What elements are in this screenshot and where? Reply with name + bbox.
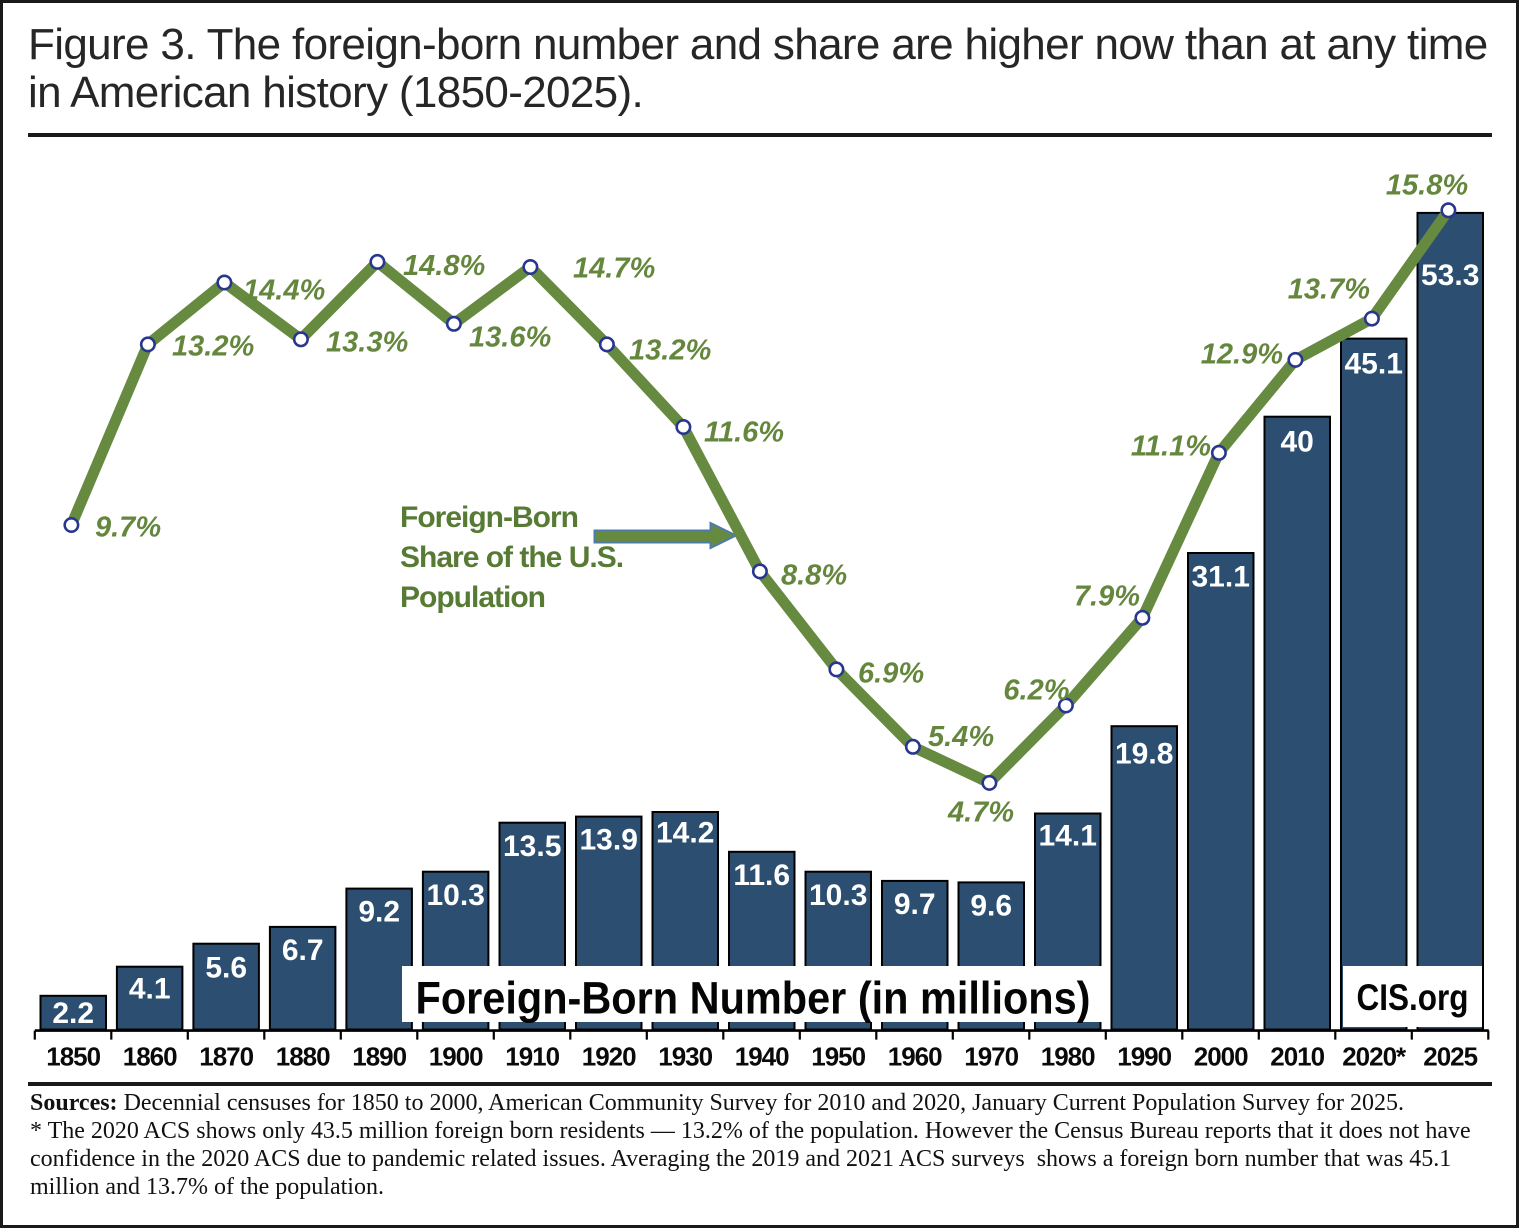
svg-text:2025: 2025 bbox=[1423, 1042, 1477, 1072]
svg-text:53.3: 53.3 bbox=[1421, 259, 1479, 292]
svg-text:1890: 1890 bbox=[352, 1042, 406, 1072]
svg-text:1860: 1860 bbox=[123, 1042, 177, 1072]
svg-text:5.6: 5.6 bbox=[205, 952, 247, 985]
svg-text:Foreign-Born Number (in millio: Foreign-Born Number (in millions) bbox=[416, 973, 1091, 1024]
svg-text:13.2%: 13.2% bbox=[172, 331, 254, 363]
svg-text:1870: 1870 bbox=[199, 1042, 253, 1072]
svg-text:11.6: 11.6 bbox=[733, 859, 790, 892]
svg-text:45.1: 45.1 bbox=[1345, 347, 1403, 380]
svg-text:2020*: 2020* bbox=[1342, 1042, 1407, 1072]
svg-text:14.8%: 14.8% bbox=[403, 250, 485, 282]
svg-text:1990: 1990 bbox=[1117, 1042, 1171, 1072]
svg-text:Foreign-Born: Foreign-Born bbox=[400, 501, 578, 534]
svg-text:10.3: 10.3 bbox=[809, 879, 867, 912]
svg-text:Share of the U.S.: Share of the U.S. bbox=[400, 541, 623, 574]
svg-text:CIS.org: CIS.org bbox=[1357, 977, 1469, 1018]
svg-text:40: 40 bbox=[1281, 426, 1314, 459]
svg-text:1970: 1970 bbox=[964, 1042, 1018, 1072]
svg-text:13.6%: 13.6% bbox=[469, 322, 551, 354]
svg-text:6.7: 6.7 bbox=[282, 934, 324, 967]
svg-text:14.2: 14.2 bbox=[656, 817, 714, 850]
svg-text:Population: Population bbox=[400, 581, 545, 614]
svg-text:13.9: 13.9 bbox=[580, 824, 638, 857]
svg-text:1900: 1900 bbox=[429, 1042, 483, 1072]
svg-text:13.3%: 13.3% bbox=[326, 327, 408, 359]
svg-text:9.2: 9.2 bbox=[358, 896, 400, 929]
svg-text:9.6: 9.6 bbox=[970, 890, 1012, 923]
svg-text:1960: 1960 bbox=[888, 1042, 942, 1072]
svg-text:14.7%: 14.7% bbox=[573, 253, 655, 285]
svg-text:4.7%: 4.7% bbox=[947, 797, 1014, 829]
svg-text:6.2%: 6.2% bbox=[1003, 675, 1069, 707]
svg-text:13.5: 13.5 bbox=[503, 830, 561, 863]
svg-text:1980: 1980 bbox=[1041, 1042, 1095, 1072]
svg-text:2000: 2000 bbox=[1194, 1042, 1248, 1072]
svg-text:14.4%: 14.4% bbox=[243, 275, 325, 307]
svg-text:9.7: 9.7 bbox=[894, 888, 936, 921]
svg-text:9.7%: 9.7% bbox=[95, 512, 161, 544]
svg-text:5.4%: 5.4% bbox=[928, 721, 994, 753]
svg-text:10.3: 10.3 bbox=[427, 879, 485, 912]
svg-text:31.1: 31.1 bbox=[1192, 561, 1250, 594]
svg-text:2010: 2010 bbox=[1270, 1042, 1324, 1072]
svg-text:11.1%: 11.1% bbox=[1131, 431, 1211, 463]
svg-text:11.6%: 11.6% bbox=[704, 417, 784, 449]
svg-text:14.1: 14.1 bbox=[1039, 820, 1097, 853]
svg-text:8.8%: 8.8% bbox=[781, 560, 847, 592]
svg-text:19.8: 19.8 bbox=[1115, 738, 1173, 771]
svg-text:15.8%: 15.8% bbox=[1386, 170, 1468, 202]
svg-text:6.9%: 6.9% bbox=[858, 658, 924, 690]
svg-text:1950: 1950 bbox=[811, 1042, 865, 1072]
svg-text:1920: 1920 bbox=[582, 1042, 636, 1072]
svg-text:1940: 1940 bbox=[735, 1042, 789, 1072]
svg-text:4.1: 4.1 bbox=[129, 973, 171, 1006]
svg-text:13.2%: 13.2% bbox=[629, 335, 711, 367]
svg-text:1910: 1910 bbox=[505, 1042, 559, 1072]
svg-text:2.2: 2.2 bbox=[52, 997, 94, 1030]
svg-text:1930: 1930 bbox=[658, 1042, 712, 1072]
svg-text:7.9%: 7.9% bbox=[1074, 581, 1140, 613]
svg-text:12.9%: 12.9% bbox=[1201, 339, 1283, 371]
svg-text:1880: 1880 bbox=[276, 1042, 330, 1072]
svg-text:1850: 1850 bbox=[46, 1042, 100, 1072]
svg-text:13.7%: 13.7% bbox=[1288, 274, 1370, 306]
